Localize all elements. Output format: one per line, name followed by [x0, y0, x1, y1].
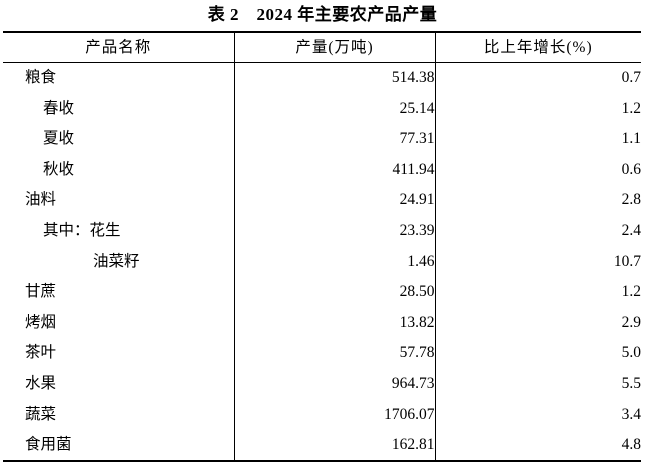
product-name-cell: 烤烟: [3, 307, 235, 338]
growth-cell: 5.0: [621, 344, 641, 362]
table-row: 油菜籽 1.46 10.7: [3, 246, 641, 277]
product-name-cell: 春收: [3, 93, 235, 124]
product-name-cell: 蔬菜: [3, 399, 235, 430]
header-row: 产品名称 产量(万吨) 比上年增长(%): [3, 32, 641, 63]
output-cell: 25.14: [234, 93, 436, 124]
table-row: 烤烟 13.82 2.9: [3, 307, 641, 338]
output-cell: 28.50: [234, 276, 436, 308]
table-row: 水果 964.73 5.5: [3, 368, 641, 400]
header-growth: 比上年增长(%): [435, 32, 641, 63]
table-row: 油料 24.91 2.8: [3, 184, 641, 216]
growth-cell: 2.8: [621, 191, 641, 209]
table-row: 夏收 77.31 1.1: [3, 123, 641, 155]
product-name-cell: 夏收: [3, 123, 235, 155]
table-row: 其中：花生 23.39 2.4: [3, 215, 641, 247]
table-row: 春收 25.14 1.2: [3, 93, 641, 124]
product-name-cell: 水果: [3, 368, 235, 400]
growth-cell: 1.1: [621, 130, 641, 148]
growth-cell: 2.4: [621, 222, 641, 240]
output-cell: 162.81: [234, 429, 436, 462]
growth-cell: 3.4: [621, 405, 641, 423]
growth-cell: 4.8: [621, 436, 641, 454]
product-name-cell: 甘蔗: [3, 276, 235, 308]
product-name-cell: 其中：花生: [3, 215, 235, 247]
table-row: 粮食 514.38 0.7: [3, 62, 641, 94]
table-row: 茶叶 57.78 5.0: [3, 337, 641, 369]
product-name-cell: 粮食: [3, 62, 235, 94]
growth-cell: 0.7: [621, 69, 641, 87]
agri-output-table: 产品名称 产量(万吨) 比上年增长(%) 粮食 514.38 0.7 春收 25…: [3, 31, 641, 463]
output-cell: 964.73: [234, 368, 436, 400]
output-cell: 13.82: [234, 307, 436, 338]
table-row: 秋收 411.94 0.6: [3, 154, 641, 185]
growth-cell: 2.9: [621, 313, 641, 331]
table-row: 蔬菜 1706.07 3.4: [3, 399, 641, 430]
output-cell: 514.38: [234, 62, 436, 94]
header-output: 产量(万吨): [234, 32, 436, 63]
table-body: 粮食 514.38 0.7 春收 25.14 1.2 夏收 77.31 1.1 …: [3, 62, 641, 462]
output-cell: 57.78: [234, 337, 436, 369]
product-name-cell: 秋收: [3, 154, 235, 185]
growth-cell: 0.6: [621, 160, 641, 178]
output-cell: 24.91: [234, 184, 436, 216]
output-cell: 23.39: [234, 215, 436, 247]
output-cell: 411.94: [234, 154, 436, 185]
table-row: 甘蔗 28.50 1.2: [3, 276, 641, 308]
product-name-cell: 食用菌: [3, 429, 235, 462]
output-cell: 1706.07: [234, 399, 436, 430]
output-cell: 77.31: [234, 123, 436, 155]
table-title: 表 2 2024 年主要农产品产量: [207, 5, 438, 24]
table-row: 食用菌 162.81 4.8: [3, 429, 641, 462]
growth-cell: 5.5: [621, 374, 641, 392]
product-name-cell: 茶叶: [3, 337, 235, 369]
product-name-cell: 油料: [3, 184, 235, 216]
growth-cell: 10.7: [613, 252, 641, 270]
product-name-cell: 油菜籽: [3, 246, 235, 277]
header-product-name: 产品名称: [3, 32, 235, 63]
growth-cell: 1.2: [621, 99, 641, 117]
output-cell: 1.46: [234, 246, 436, 277]
growth-cell: 1.2: [621, 283, 641, 301]
